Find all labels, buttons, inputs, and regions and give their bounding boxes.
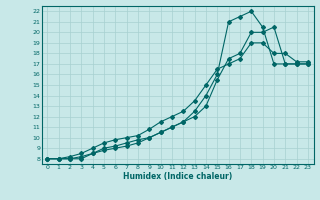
X-axis label: Humidex (Indice chaleur): Humidex (Indice chaleur) <box>123 172 232 181</box>
